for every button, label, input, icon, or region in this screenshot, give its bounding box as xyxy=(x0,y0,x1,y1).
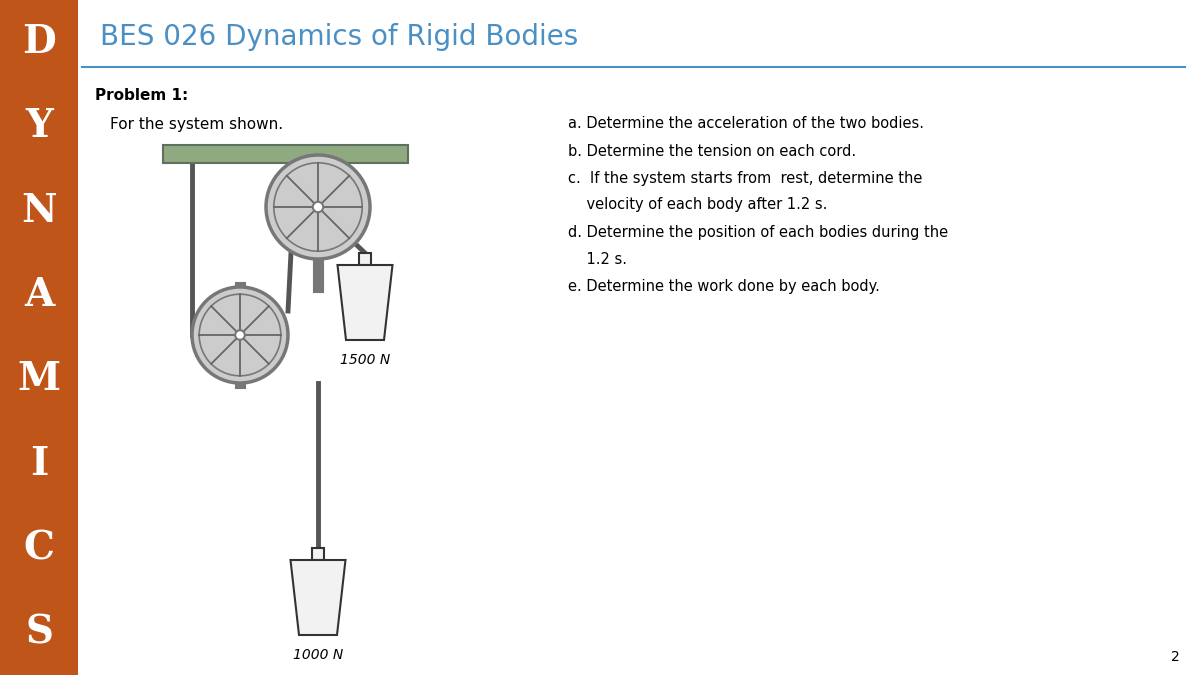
Text: e. Determine the work done by each body.: e. Determine the work done by each body. xyxy=(568,279,880,294)
Text: D: D xyxy=(22,23,56,61)
Text: Problem 1:: Problem 1: xyxy=(95,88,188,103)
Text: 1000 N: 1000 N xyxy=(293,648,343,662)
Bar xyxy=(312,548,324,560)
Text: BES 026 Dynamics of Rigid Bodies: BES 026 Dynamics of Rigid Bodies xyxy=(100,23,578,51)
Text: N: N xyxy=(22,192,56,230)
Text: a. Determine the acceleration of the two bodies.: a. Determine the acceleration of the two… xyxy=(568,117,924,132)
Circle shape xyxy=(266,155,370,259)
Text: 2: 2 xyxy=(1171,650,1180,664)
Text: S: S xyxy=(25,614,53,651)
Bar xyxy=(163,145,408,163)
Text: M: M xyxy=(18,360,60,398)
Text: 1500 N: 1500 N xyxy=(340,353,390,367)
Text: For the system shown.: For the system shown. xyxy=(110,117,283,132)
Text: Y: Y xyxy=(25,107,53,145)
Circle shape xyxy=(313,202,323,212)
Text: velocity of each body after 1.2 s.: velocity of each body after 1.2 s. xyxy=(568,198,827,213)
Polygon shape xyxy=(290,560,346,635)
Circle shape xyxy=(192,287,288,383)
Text: c.  If the system starts from  rest, determine the: c. If the system starts from rest, deter… xyxy=(568,171,923,186)
Text: b. Determine the tension on each cord.: b. Determine the tension on each cord. xyxy=(568,144,856,159)
Circle shape xyxy=(235,330,245,340)
Text: C: C xyxy=(24,529,54,567)
Polygon shape xyxy=(337,265,392,340)
Text: I: I xyxy=(30,445,48,483)
Bar xyxy=(0,0,78,675)
Text: d. Determine the position of each bodies during the: d. Determine the position of each bodies… xyxy=(568,225,948,240)
Text: A: A xyxy=(24,276,54,314)
Text: 1.2 s.: 1.2 s. xyxy=(568,252,628,267)
Bar xyxy=(359,253,371,265)
